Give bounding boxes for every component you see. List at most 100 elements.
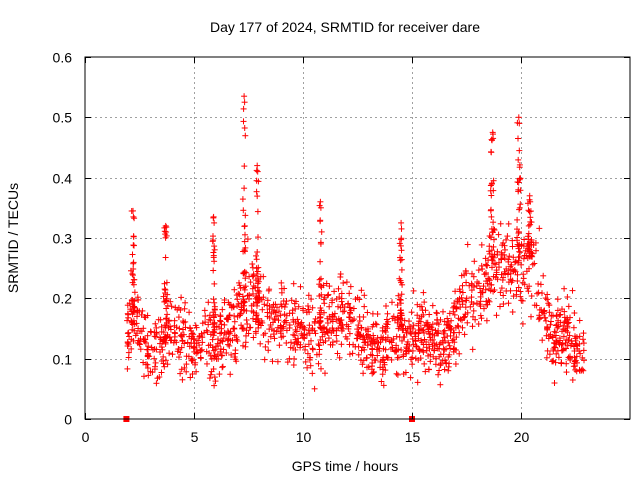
data-point [404, 338, 411, 345]
data-point [503, 236, 510, 243]
data-point [470, 273, 477, 280]
data-point [529, 261, 536, 268]
data-point [490, 177, 497, 184]
data-point [476, 301, 483, 308]
data-point [437, 316, 444, 323]
data-point [515, 188, 522, 195]
data-point [301, 331, 308, 338]
data-point [240, 325, 247, 332]
data-point [456, 286, 463, 293]
y-tick-label: 0.1 [53, 352, 73, 368]
data-point [497, 220, 504, 227]
data-point [382, 367, 389, 374]
data-point [228, 302, 234, 309]
data-point [213, 323, 220, 330]
data-point [393, 370, 400, 377]
y-tick-label: 0.5 [53, 110, 73, 126]
data-point [271, 307, 278, 314]
data-point [548, 318, 554, 325]
data-point [367, 341, 374, 348]
data-point [486, 233, 493, 239]
data-point [480, 283, 487, 290]
data-point [543, 317, 549, 324]
data-point [528, 293, 535, 299]
data-point [178, 366, 185, 373]
data-point [255, 178, 262, 185]
data-point [318, 228, 325, 235]
data-point [347, 283, 354, 290]
data-point [206, 375, 213, 382]
data-point [490, 225, 497, 232]
data-point [566, 332, 573, 339]
data-point [515, 114, 522, 121]
data-point [452, 288, 459, 295]
data-point [433, 309, 440, 316]
data-point [317, 325, 324, 332]
data-point [447, 345, 454, 352]
data-point [290, 362, 297, 368]
data-point [370, 368, 377, 375]
data-point [512, 268, 519, 275]
data-point [503, 288, 510, 294]
data-point [458, 272, 465, 279]
data-point [481, 271, 488, 278]
data-point [317, 198, 324, 205]
data-point [492, 261, 499, 268]
data-point [254, 162, 261, 169]
data-point [456, 329, 463, 336]
data-point [231, 318, 238, 325]
data-point [240, 207, 247, 214]
data-point [501, 251, 508, 258]
data-point [338, 317, 345, 323]
data-point [316, 320, 323, 327]
data-point [193, 368, 200, 375]
data-point [550, 312, 556, 319]
data-point [563, 360, 570, 367]
data-point [346, 330, 353, 337]
data-point [426, 331, 433, 338]
data-point [282, 317, 289, 324]
data-point [462, 267, 469, 274]
data-point [242, 212, 249, 219]
data-point [253, 188, 260, 195]
data-point [500, 292, 507, 299]
data-point [450, 336, 457, 343]
data-point [554, 307, 561, 314]
data-point [206, 312, 213, 319]
data-point [136, 308, 143, 315]
data-point [526, 265, 532, 272]
data-point [491, 227, 498, 233]
data-point [508, 261, 515, 268]
data-point [489, 129, 496, 136]
data-point [162, 234, 169, 241]
data-point [414, 312, 421, 319]
data-point [516, 248, 523, 255]
data-point [247, 324, 254, 331]
data-point [377, 339, 384, 346]
data-point [186, 309, 193, 316]
data-point [525, 207, 532, 214]
data-point [257, 340, 264, 347]
data-point [344, 335, 351, 342]
data-point [542, 314, 549, 321]
data-point [541, 307, 548, 314]
data-point [355, 343, 362, 350]
data-point [413, 343, 420, 349]
data-point [358, 287, 365, 294]
data-point [352, 296, 359, 303]
data-point [315, 341, 322, 348]
data-point [504, 233, 511, 240]
data-point [266, 326, 273, 333]
data-point [546, 351, 553, 358]
data-point [516, 147, 523, 154]
y-tick-label: 0 [64, 412, 72, 428]
data-point [354, 326, 361, 333]
data-point [125, 354, 132, 361]
data-point [560, 333, 567, 340]
data-point [459, 282, 466, 289]
data-point [329, 299, 335, 306]
data-point [124, 365, 131, 372]
data-point [451, 329, 458, 336]
data-point [130, 259, 137, 266]
